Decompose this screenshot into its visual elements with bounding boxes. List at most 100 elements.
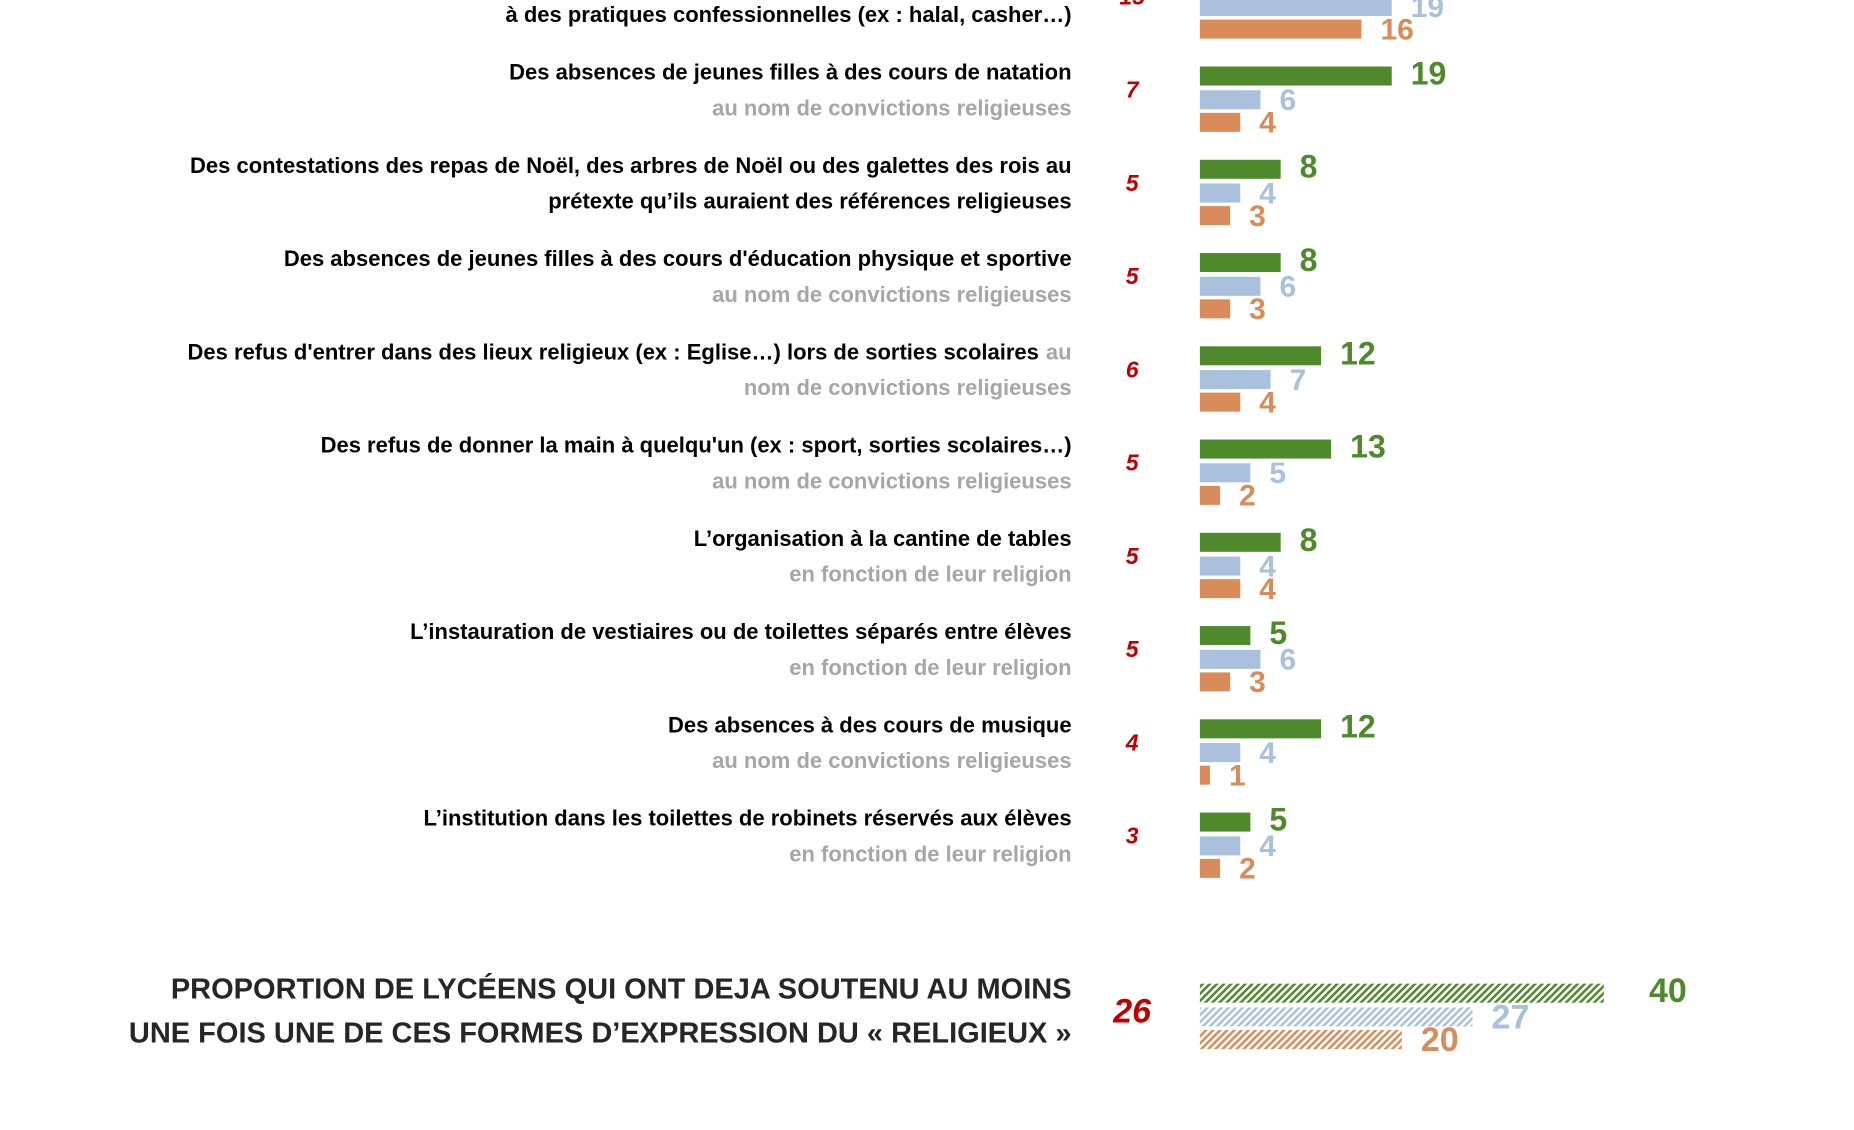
row-total: 5 xyxy=(1126,450,1140,476)
summary-value: 20 xyxy=(1421,1021,1459,1059)
value-label: 4 xyxy=(1259,177,1276,210)
value-label: 2 xyxy=(1239,480,1256,513)
row-label: nom de convictions religieuses xyxy=(744,375,1072,400)
label-note: en fonction de leur religion xyxy=(789,841,1071,866)
value-label: 7 xyxy=(1290,364,1307,397)
bar xyxy=(1199,649,1261,669)
value-label: 2 xyxy=(1239,853,1256,886)
value-label: 8 xyxy=(1300,149,1318,185)
label-note: au nom de convictions religieuses xyxy=(712,282,1071,307)
bar xyxy=(1199,672,1231,692)
row-total: 6 xyxy=(1126,356,1139,382)
value-label: 6 xyxy=(1279,84,1296,117)
value-label: 5 xyxy=(1269,615,1287,651)
label-text: prétexte qu’ils auraient des références … xyxy=(548,188,1071,213)
bar xyxy=(1199,19,1362,39)
bar xyxy=(1199,392,1241,412)
bar xyxy=(1199,0,1392,17)
row-label: à des pratiques confessionnelles (ex : h… xyxy=(505,2,1071,27)
row-label: au nom de convictions religieuses xyxy=(712,748,1071,773)
label-note: au nom de convictions religieuses xyxy=(712,468,1071,493)
bar xyxy=(1199,532,1281,552)
label-text: Des absences à des cours de musique xyxy=(668,712,1072,737)
bar xyxy=(1199,579,1241,599)
value-label: 4 xyxy=(1259,386,1276,419)
row-total: 7 xyxy=(1126,77,1140,103)
bar xyxy=(1199,346,1322,366)
summary-bar xyxy=(1199,983,1604,1003)
label-text: Des absences de jeunes filles à des cour… xyxy=(284,246,1072,271)
summary-value: 40 xyxy=(1649,972,1687,1010)
summary-bar xyxy=(1199,1029,1402,1050)
value-label: 19 xyxy=(1411,55,1447,91)
bar xyxy=(1199,253,1281,273)
summary-label: UNE FOIS UNE DE CES FORMES D’EXPRESSION … xyxy=(129,1017,1072,1049)
label-text: Des refus de donner la main à quelqu'un … xyxy=(321,433,1072,458)
row-label: en fonction de leur religion xyxy=(789,561,1071,586)
row-label: prétexte qu’ils auraient des références … xyxy=(548,188,1071,213)
value-label: 4 xyxy=(1259,573,1276,606)
bar xyxy=(1199,463,1251,483)
value-label: 3 xyxy=(1249,200,1266,233)
label-text: L’organisation à la cantine de tables xyxy=(694,526,1072,551)
row-label: Des refus d'entrer dans des lieux religi… xyxy=(188,339,1072,364)
row-label: Des contestations des repas de Noël, des… xyxy=(190,153,1072,178)
value-label: 6 xyxy=(1279,271,1296,304)
value-label: 5 xyxy=(1269,802,1287,838)
value-label: 4 xyxy=(1259,830,1276,863)
bar xyxy=(1199,858,1221,878)
bar xyxy=(1199,276,1261,296)
bar xyxy=(1199,812,1251,832)
row-total: 5 xyxy=(1126,543,1140,569)
row-label: Des absences de jeunes filles à des cour… xyxy=(284,246,1072,271)
label-note: en fonction de leur religion xyxy=(789,655,1071,680)
bar xyxy=(1199,556,1241,576)
row-label: Des absences de jeunes filles à des cour… xyxy=(509,59,1071,84)
value-label: 12 xyxy=(1340,708,1376,744)
summary-label: PROPORTION DE LYCÉENS QUI ONT DEJA SOUTE… xyxy=(171,971,1072,1005)
value-label: 8 xyxy=(1300,242,1318,278)
row-label: L’institution dans les toilettes de robi… xyxy=(424,806,1072,831)
row-total: 5 xyxy=(1126,170,1140,196)
bar xyxy=(1199,159,1281,179)
bar xyxy=(1199,370,1271,390)
bar xyxy=(1199,439,1332,459)
label-text: à des pratiques confessionnelles (ex : h… xyxy=(505,2,1071,27)
value-label: 19 xyxy=(1411,0,1444,24)
label-note: en fonction de leur religion xyxy=(789,561,1071,586)
value-label: 4 xyxy=(1259,550,1276,583)
row-label: en fonction de leur religion xyxy=(789,655,1071,680)
summary-bar xyxy=(1199,1007,1473,1027)
label-note: au nom de convictions religieuses xyxy=(712,748,1071,773)
row-label: en fonction de leur religion xyxy=(789,841,1071,866)
row-total: 3 xyxy=(1126,823,1139,849)
label-note: nom de convictions religieuses xyxy=(744,375,1072,400)
label-note: au xyxy=(1046,339,1072,364)
value-label: 1 xyxy=(1229,759,1246,792)
value-label: 6 xyxy=(1279,644,1296,677)
value-label: 4 xyxy=(1259,107,1276,140)
summary-value: 27 xyxy=(1492,998,1530,1036)
bar xyxy=(1199,626,1251,646)
label-text: L’instauration de vestiaires ou de toile… xyxy=(410,619,1072,644)
row-total: 15 xyxy=(1119,0,1146,9)
value-label: 13 xyxy=(1350,429,1386,465)
bar xyxy=(1199,206,1231,226)
bar xyxy=(1199,90,1261,110)
value-label: 3 xyxy=(1249,293,1266,326)
label-note: au nom de convictions religieuses xyxy=(712,95,1071,120)
bar xyxy=(1199,743,1241,763)
bar xyxy=(1199,183,1241,203)
bar xyxy=(1199,112,1241,132)
label-text: Des absences de jeunes filles à des cour… xyxy=(509,59,1071,84)
row-total: 5 xyxy=(1126,636,1140,662)
row-label: au nom de convictions religieuses xyxy=(712,95,1071,120)
bar xyxy=(1199,485,1221,505)
value-label: 12 xyxy=(1340,335,1376,371)
bar xyxy=(1199,765,1210,785)
row-label: Des absences à des cours de musique xyxy=(668,712,1072,737)
value-label: 16 xyxy=(1380,13,1413,46)
row-total: 5 xyxy=(1126,263,1140,289)
row-total: 4 xyxy=(1125,729,1139,755)
